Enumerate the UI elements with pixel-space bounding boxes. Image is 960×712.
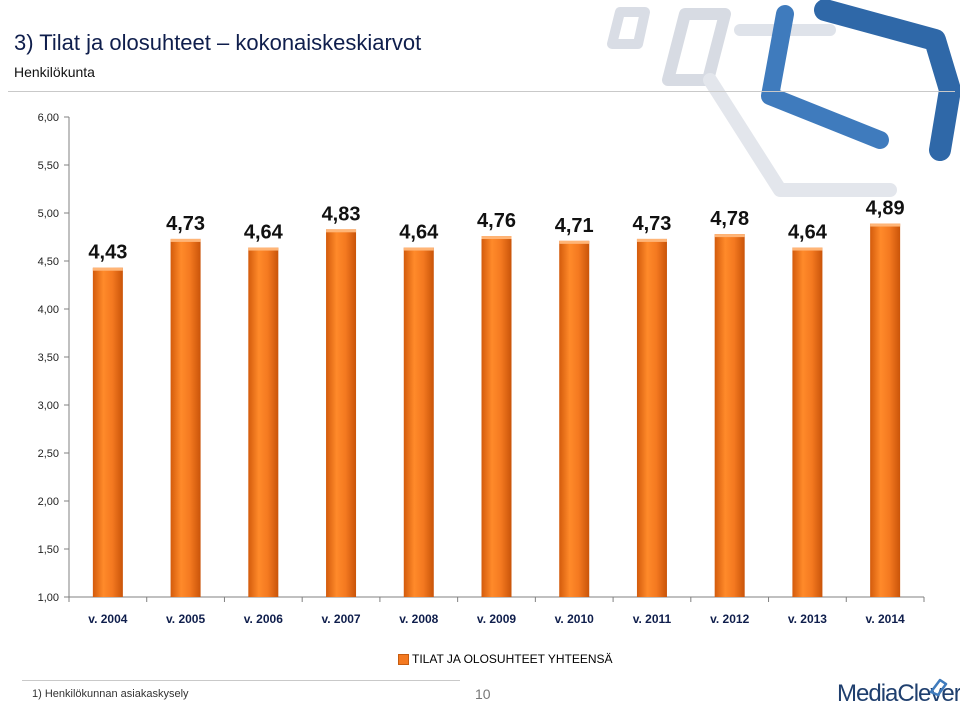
x-tick-label: v. 2014 — [866, 612, 905, 626]
page-number: 10 — [475, 686, 491, 702]
header-divider — [8, 91, 955, 92]
data-label: 4,64 — [244, 222, 284, 244]
legend-label: TILAT JA OLOSUHTEET YHTEENSÄ — [412, 652, 613, 666]
bar-top-highlight — [714, 234, 745, 238]
decorative-logo-shapes — [607, 0, 960, 197]
x-tick-label: v. 2006 — [244, 612, 283, 626]
bar — [481, 236, 512, 598]
bar — [792, 247, 823, 597]
bar-top-highlight — [481, 236, 512, 240]
y-tick-label: 1,00 — [38, 592, 59, 604]
bar — [714, 234, 745, 597]
x-tick-label: v. 2008 — [399, 612, 438, 626]
bar-top-highlight — [636, 238, 667, 242]
y-tick-label: 6,00 — [38, 112, 59, 124]
page-title: 3) Tilat ja olosuhteet – kokonaiskeskiar… — [14, 30, 422, 55]
y-tick-label: 4,00 — [38, 304, 59, 316]
bar-top-highlight — [559, 240, 590, 244]
bar — [92, 267, 123, 597]
y-tick-label: 5,00 — [38, 208, 59, 220]
x-tick-label: v. 2004 — [88, 612, 127, 626]
bar — [170, 238, 201, 598]
bar-top-highlight — [326, 229, 357, 233]
footer-divider — [22, 680, 460, 681]
x-tick-label: v. 2009 — [477, 612, 516, 626]
data-label: 4,73 — [166, 213, 205, 235]
y-tick-label: 3,50 — [38, 352, 59, 364]
bar-top-highlight — [403, 247, 434, 251]
page-subtitle: Henkilökunta — [14, 64, 95, 80]
y-tick-label: 3,00 — [38, 400, 59, 412]
bar — [326, 229, 357, 597]
data-label: 4,64 — [788, 222, 828, 244]
y-tick-label: 5,50 — [38, 160, 59, 172]
bar — [636, 238, 667, 598]
x-tick-label: v. 2013 — [788, 612, 827, 626]
bar-top-highlight — [870, 223, 901, 227]
x-tick-label: v. 2007 — [321, 612, 360, 626]
y-tick-label: 2,50 — [38, 448, 59, 460]
y-tick-label: 2,00 — [38, 496, 59, 508]
y-tick-label: 1,50 — [38, 544, 59, 556]
brand-mark-icon — [929, 678, 948, 697]
data-label: 4,43 — [88, 242, 127, 264]
x-tick-label: v. 2005 — [166, 612, 205, 626]
data-label: 4,64 — [399, 222, 439, 244]
bar-top-highlight — [792, 247, 823, 251]
bar-top-highlight — [92, 267, 123, 271]
bar-top-highlight — [170, 238, 201, 242]
legend-swatch — [398, 653, 409, 665]
x-tick-label: v. 2012 — [710, 612, 749, 626]
x-tick-label: v. 2010 — [555, 612, 594, 626]
bar — [559, 240, 590, 597]
bar — [403, 247, 434, 597]
bar — [248, 247, 279, 597]
data-label: 4,76 — [477, 210, 516, 232]
bar-top-highlight — [248, 247, 279, 251]
data-label: 4,89 — [866, 198, 905, 220]
bar — [870, 223, 901, 597]
data-label: 4,83 — [322, 203, 361, 225]
footnote: 1) Henkilökunnan asiakaskysely — [32, 688, 189, 700]
data-label: 4,71 — [555, 215, 594, 237]
chart-legend: TILAT JA OLOSUHTEET YHTEENSÄ — [398, 652, 613, 666]
data-label: 4,78 — [710, 208, 749, 230]
data-label: 4,73 — [632, 213, 671, 235]
y-tick-label: 4,50 — [38, 256, 59, 268]
x-tick-label: v. 2011 — [633, 612, 672, 626]
